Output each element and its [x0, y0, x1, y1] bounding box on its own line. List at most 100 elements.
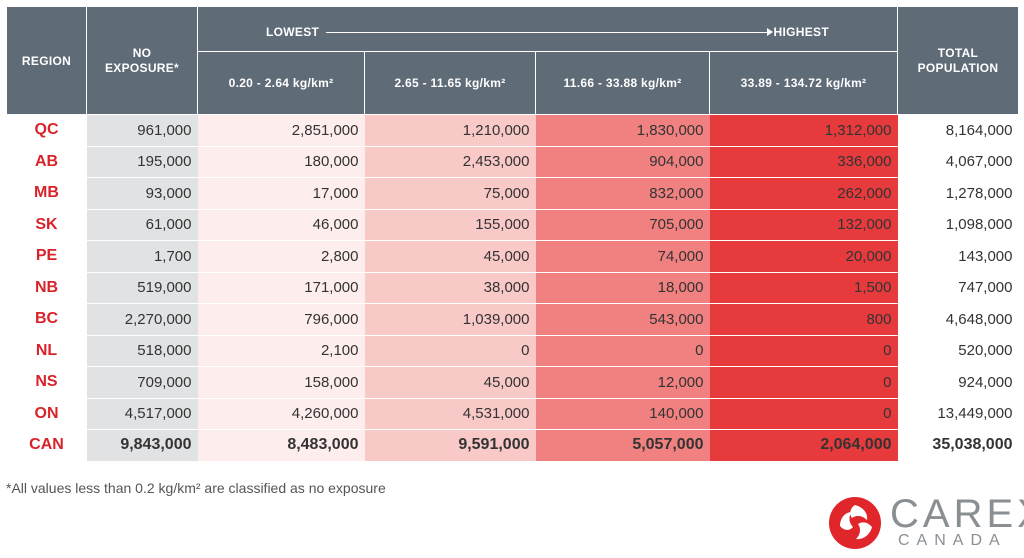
- range-2-cell: 0: [364, 335, 536, 367]
- header-total-population: TOTAL POPULATION: [897, 6, 1019, 115]
- total-population-cell: 924,000: [897, 366, 1019, 399]
- range-2-cell: 45,000: [364, 240, 536, 273]
- range-2-cell: 2,453,000: [364, 146, 536, 178]
- no-exposure-cell: 61,000: [86, 209, 198, 241]
- region-cell: PE: [6, 240, 87, 273]
- no-exposure-cell: 519,000: [86, 272, 198, 304]
- exposure-table-container: REGION NO EXPOSURE* LOWEST HIGHEST TOTAL…: [6, 6, 1019, 462]
- total-population-cell: 4,067,000: [897, 146, 1019, 178]
- table-row: AB 195,000 180,000 2,453,000 904,000 336,000 4…: [6, 146, 1019, 178]
- range-1-cell: 2,800: [197, 240, 365, 273]
- table-row: MB 93,000 17,000 75,000 832,000 262,000 1,278,…: [6, 177, 1019, 210]
- total-population-cell: 1,098,000: [897, 209, 1019, 241]
- range-4-cell: 336,000: [709, 146, 898, 178]
- no-exposure-cell: 1,700: [86, 240, 198, 273]
- range-4-cell: 1,312,000: [709, 114, 898, 147]
- arrow-right-icon: [767, 28, 773, 36]
- range-1-cell: 158,000: [197, 366, 365, 399]
- range-2-cell: 4,531,000: [364, 398, 536, 430]
- range-2-cell: 38,000: [364, 272, 536, 304]
- range-1-cell: 171,000: [197, 272, 365, 304]
- logo-subtitle: CANADA: [898, 532, 1007, 549]
- range-4-cell: 0: [709, 398, 898, 430]
- region-cell: ON: [6, 398, 87, 430]
- table-row: PE 1,700 2,800 45,000 74,000 20,000 143,000: [6, 240, 1019, 273]
- range-4-cell: 800: [709, 303, 898, 336]
- range-4-cell: 1,500: [709, 272, 898, 304]
- range-4-cell: 132,000: [709, 209, 898, 241]
- range-3-cell: 12,000: [535, 366, 710, 399]
- logo-wordmark: CAREX: [890, 492, 1024, 536]
- table-row: NL 518,000 2,100 0 0 0 520,000: [6, 335, 1019, 367]
- table-row: NB 519,000 171,000 38,000 18,000 1,500 747,000: [6, 272, 1019, 304]
- range-1-cell: 2,100: [197, 335, 365, 367]
- region-cell: BC: [6, 303, 87, 336]
- carex-logo-icon: [829, 497, 881, 549]
- table-row: QC 961,000 2,851,000 1,210,000 1,830,000 1,31…: [6, 114, 1019, 147]
- header-range-2: 2.65 - 11.65 kg/km²: [364, 51, 536, 115]
- header-no-exposure: NO EXPOSURE*: [86, 6, 198, 115]
- range-1-cell: 180,000: [197, 146, 365, 178]
- carex-canada-logo: CAREX CANADA: [828, 494, 1024, 552]
- region-cell: MB: [6, 177, 87, 210]
- scale-lowest-label: LOWEST: [266, 25, 320, 39]
- header-range-1: 0.20 - 2.64 kg/km²: [197, 51, 365, 115]
- total-population-cell: 8,164,000: [897, 114, 1019, 147]
- range-2-cell: 45,000: [364, 366, 536, 399]
- range-4-cell: 0: [709, 335, 898, 367]
- table-row: BC 2,270,000 796,000 1,039,000 543,000 800 4,6…: [6, 303, 1019, 336]
- total-population-cell: 520,000: [897, 335, 1019, 367]
- range-3-cell: 18,000: [535, 272, 710, 304]
- range-4-cell: 2,064,000: [709, 429, 898, 462]
- range-3-cell: 5,057,000: [535, 429, 710, 462]
- no-exposure-cell: 518,000: [86, 335, 198, 367]
- no-exposure-cell: 961,000: [86, 114, 198, 147]
- exposure-table: REGION NO EXPOSURE* LOWEST HIGHEST TOTAL…: [6, 6, 1019, 462]
- range-2-cell: 75,000: [364, 177, 536, 210]
- table-body: QC 961,000 2,851,000 1,210,000 1,830,000 1,31…: [6, 114, 1019, 462]
- no-exposure-cell: 93,000: [86, 177, 198, 210]
- range-1-cell: 17,000: [197, 177, 365, 210]
- no-exposure-cell: 195,000: [86, 146, 198, 178]
- range-3-cell: 705,000: [535, 209, 710, 241]
- region-cell: SK: [6, 209, 87, 241]
- no-exposure-cell: 709,000: [86, 366, 198, 399]
- total-population-cell: 1,278,000: [897, 177, 1019, 210]
- no-exposure-cell: 2,270,000: [86, 303, 198, 336]
- range-1-cell: 46,000: [197, 209, 365, 241]
- range-1-cell: 8,483,000: [197, 429, 365, 462]
- total-row: CAN 9,843,000 8,483,000 9,591,000 5,057,000 2…: [6, 429, 1019, 462]
- range-3-cell: 0: [535, 335, 710, 367]
- region-cell: AB: [6, 146, 87, 178]
- range-1-cell: 4,260,000: [197, 398, 365, 430]
- header-exposure-scale: LOWEST HIGHEST: [197, 6, 898, 52]
- header-region: REGION: [6, 6, 87, 115]
- total-population-cell: 4,648,000: [897, 303, 1019, 336]
- range-3-cell: 904,000: [535, 146, 710, 178]
- range-3-cell: 543,000: [535, 303, 710, 336]
- table-row: SK 61,000 46,000 155,000 705,000 132,000 1,098…: [6, 209, 1019, 241]
- region-cell: QC: [6, 114, 87, 147]
- range-4-cell: 20,000: [709, 240, 898, 273]
- range-1-cell: 796,000: [197, 303, 365, 336]
- no-exposure-cell: 9,843,000: [86, 429, 198, 462]
- scale-highest-label: HIGHEST: [773, 25, 829, 39]
- scale-arrow-line: [326, 32, 769, 33]
- total-population-cell: 35,038,000: [897, 429, 1019, 462]
- region-cell: NB: [6, 272, 87, 304]
- range-2-cell: 9,591,000: [364, 429, 536, 462]
- no-exposure-cell: 4,517,000: [86, 398, 198, 430]
- total-population-cell: 747,000: [897, 272, 1019, 304]
- range-1-cell: 2,851,000: [197, 114, 365, 147]
- range-2-cell: 1,039,000: [364, 303, 536, 336]
- region-cell: NS: [6, 366, 87, 399]
- total-population-cell: 13,449,000: [897, 398, 1019, 430]
- region-cell: CAN: [6, 429, 87, 462]
- range-3-cell: 140,000: [535, 398, 710, 430]
- table-row: ON 4,517,000 4,260,000 4,531,000 140,000 0 13,…: [6, 398, 1019, 430]
- range-3-cell: 74,000: [535, 240, 710, 273]
- range-3-cell: 832,000: [535, 177, 710, 210]
- table-row: NS 709,000 158,000 45,000 12,000 0 924,000: [6, 366, 1019, 399]
- header-range-3: 11.66 - 33.88 kg/km²: [535, 51, 710, 115]
- footnote: *All values less than 0.2 kg/km² are cla…: [6, 480, 386, 496]
